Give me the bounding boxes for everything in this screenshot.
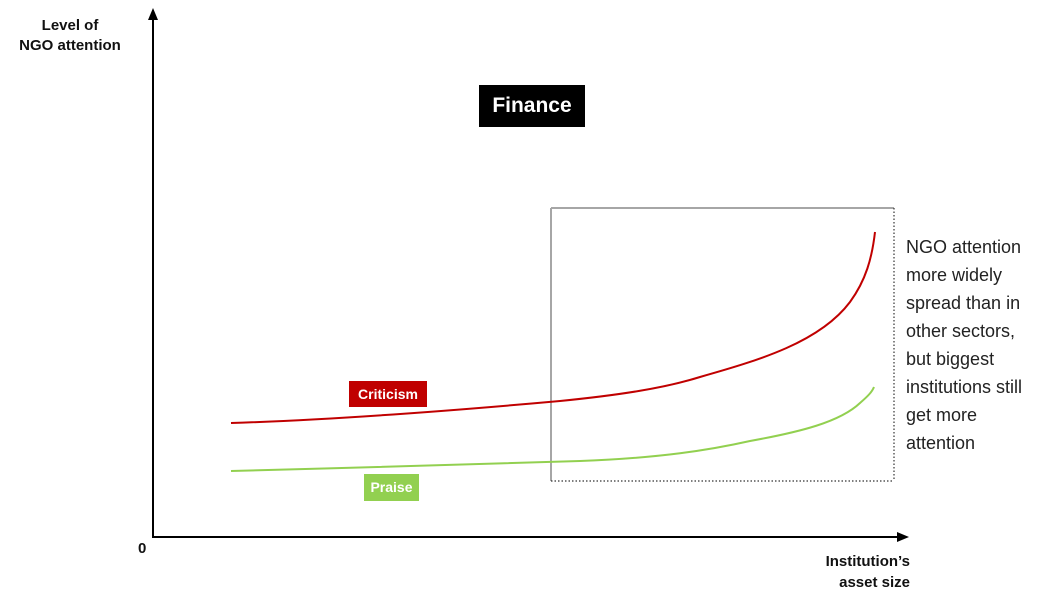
x-axis-arrow	[897, 532, 909, 542]
annotation-line: other sectors,	[906, 321, 1016, 341]
criticism-curve	[230, 231, 876, 424]
annotation-line: but biggest	[906, 349, 995, 369]
praise-label: Praise	[364, 474, 419, 501]
y-axis-arrow	[148, 8, 158, 20]
annotation-line: attention	[906, 433, 976, 453]
annotation-line: spread than in	[906, 293, 1021, 313]
y-axis-label: Level of NGO attention	[0, 16, 140, 56]
annotation-text: NGO attention more widely spread than in…	[906, 233, 1058, 457]
annotation-line: more widely	[906, 265, 1003, 285]
annotation-line: NGO attention	[906, 237, 1022, 257]
annotation-line: institutions still	[906, 377, 1023, 397]
origin-label: 0	[138, 540, 147, 557]
praise-curve	[230, 386, 875, 472]
x-axis-label-line: Institution’s	[825, 553, 910, 570]
x-axis-label: Institution’s asset size	[780, 551, 910, 593]
criticism-label: Criticism	[349, 381, 427, 407]
y-axis-label-line: NGO attention	[19, 37, 121, 54]
y-axis-label-line: Level of	[41, 17, 99, 34]
annotation-line: get more	[906, 405, 978, 425]
x-axis-label-line: asset size	[839, 574, 910, 591]
sector-title-badge: Finance	[479, 85, 585, 127]
